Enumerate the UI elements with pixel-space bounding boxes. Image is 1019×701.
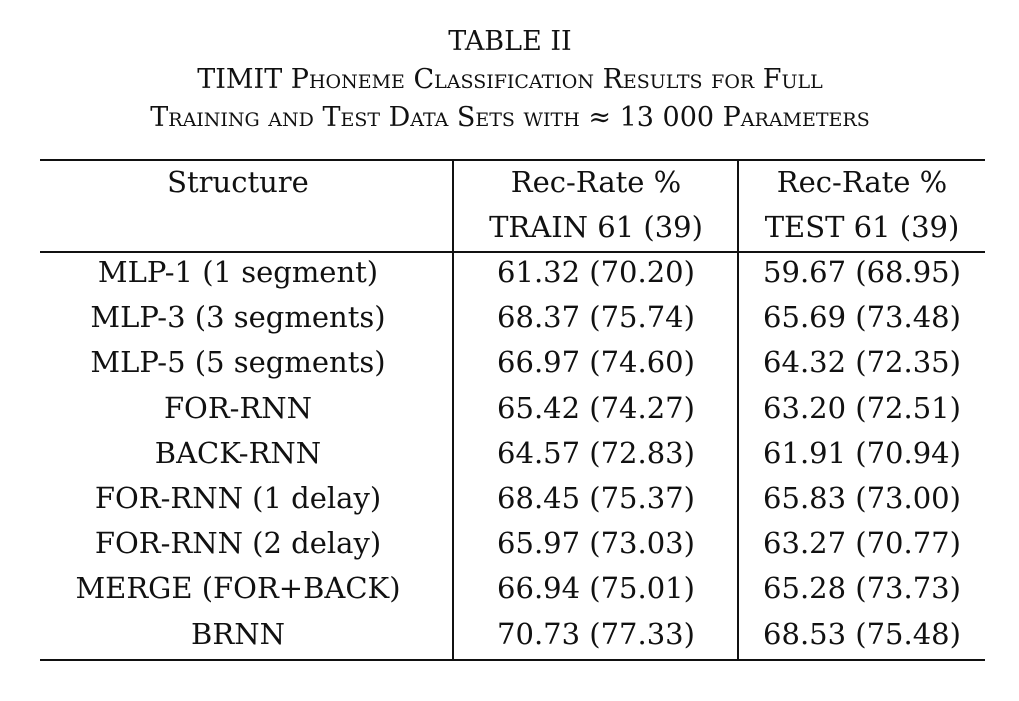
cell: 66.97 (74.60) bbox=[497, 345, 695, 380]
cell: 64.57 (72.83) bbox=[497, 435, 695, 470]
cell: 61.32 (70.20) bbox=[497, 255, 695, 289]
cell: 61.91 (70.94) bbox=[763, 435, 961, 470]
row-label: BRNN bbox=[191, 616, 285, 651]
caption-line: Training and Test Data Sets with ≈ 13 00… bbox=[150, 102, 870, 133]
row-label: MLP-3 (3 segments) bbox=[90, 300, 386, 335]
cell: 65.97 (73.03) bbox=[497, 526, 695, 561]
row-label: MERGE (FOR+BACK) bbox=[75, 571, 401, 606]
cell: 70.73 (77.33) bbox=[497, 616, 695, 651]
column-divider bbox=[452, 159, 454, 661]
header-cell: TRAIN 61 (39) bbox=[489, 210, 703, 244]
caption-line: TIMIT Phoneme Classification Results for… bbox=[197, 64, 823, 95]
cell: 63.27 (70.77) bbox=[763, 526, 961, 561]
header-cell: Rec-Rate % bbox=[776, 165, 948, 199]
row-label: MLP-5 (5 segments) bbox=[90, 345, 386, 380]
rule-top bbox=[40, 159, 985, 161]
cell: 63.20 (72.51) bbox=[763, 390, 961, 425]
table-label: TABLE II bbox=[448, 26, 572, 57]
row-label: FOR-RNN (2 delay) bbox=[94, 526, 382, 561]
header-cell: TEST 61 (39) bbox=[764, 210, 960, 244]
cell: 68.53 (75.48) bbox=[763, 616, 961, 651]
rule-bottom bbox=[40, 659, 985, 661]
cell: 65.28 (73.73) bbox=[763, 571, 961, 606]
row-label: MLP-1 (1 segment) bbox=[97, 255, 379, 289]
cell: 66.94 (75.01) bbox=[497, 571, 695, 606]
cell: 65.42 (74.27) bbox=[497, 390, 695, 425]
row-label: FOR-RNN (1 delay) bbox=[94, 481, 382, 515]
rule-mid bbox=[40, 251, 985, 253]
cell: 64.32 (72.35) bbox=[763, 345, 961, 380]
header-cell: Structure bbox=[167, 165, 309, 199]
cell: 65.83 (73.00) bbox=[763, 481, 961, 515]
cell: 68.45 (75.37) bbox=[497, 481, 695, 515]
cell: 68.37 (75.74) bbox=[497, 300, 695, 335]
row-label: BACK-RNN bbox=[154, 435, 322, 470]
column-divider bbox=[737, 159, 739, 661]
header-cell: Rec-Rate % bbox=[510, 165, 682, 199]
cell: 59.67 (68.95) bbox=[763, 255, 961, 289]
cell: 65.69 (73.48) bbox=[763, 300, 961, 335]
row-label: FOR-RNN bbox=[163, 390, 313, 425]
